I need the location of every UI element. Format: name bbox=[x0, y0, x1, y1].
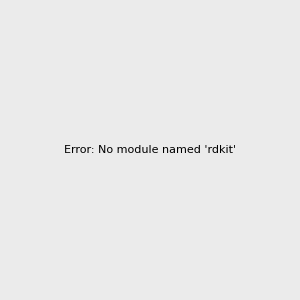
Text: Error: No module named 'rdkit': Error: No module named 'rdkit' bbox=[64, 145, 236, 155]
